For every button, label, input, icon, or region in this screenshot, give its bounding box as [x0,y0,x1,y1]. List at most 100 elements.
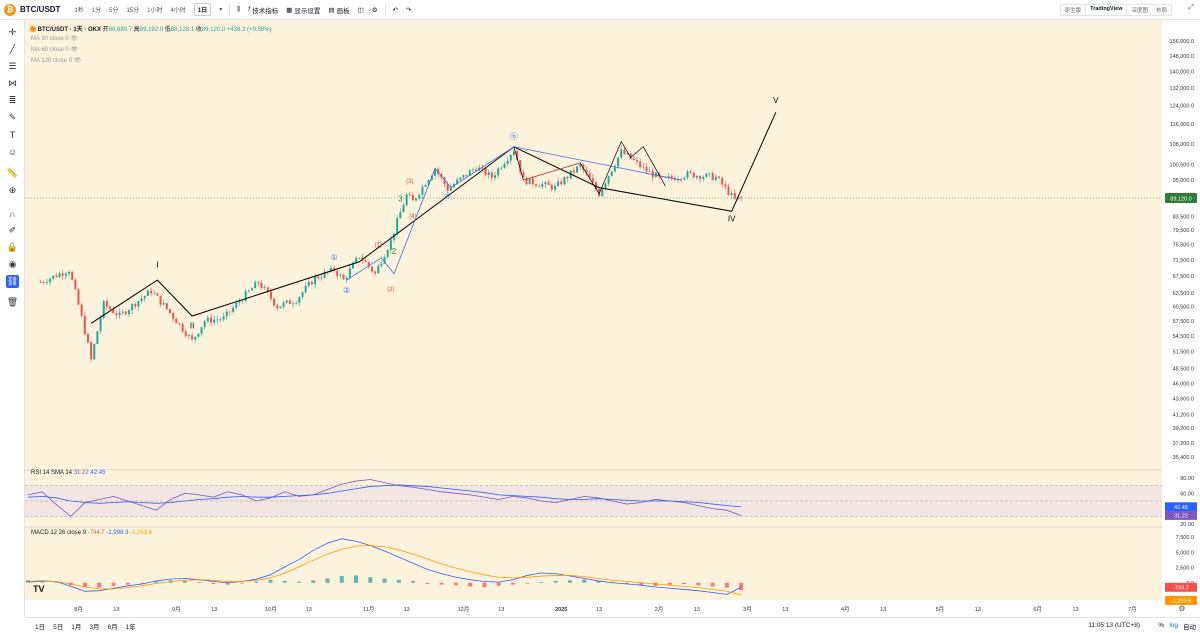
ruler-icon[interactable]: 📏 [6,168,19,178]
macd-histogram-bar [296,581,301,583]
text-icon[interactable]: T [9,129,16,140]
candle-body [733,193,736,199]
price-tick-label: 140,000.0 [1170,69,1194,75]
candle-body [301,292,304,298]
indicators-button[interactable]: 𝑓 技术指标 [248,5,278,15]
view-tab-0[interactable]: 原生版 [1064,8,1082,14]
screenshot-button[interactable]: ◫ [358,6,364,14]
undo-button[interactable]: ↶ [393,6,398,14]
candle-body [683,177,686,180]
price-tick-label: 51,500.0 [1173,350,1194,356]
range-2[interactable]: 1月 [71,623,82,631]
macd-line-value: -1,998.3 [106,530,129,536]
price-tick-label: 148,000.0 [1170,54,1194,60]
fullscreen-icon[interactable]: ⤢ [1188,4,1194,11]
pattern-icon[interactable]: ⋈ [8,78,17,88]
candle-body [377,265,380,274]
eye-icon[interactable]: 👁 [70,47,78,53]
price-tick-label: 71,500.0 [1173,258,1194,264]
horizontal-lines-icon[interactable]: ☰ [8,61,17,71]
candle-body [336,270,339,276]
lock-drawing-icon[interactable]: ✐ [8,225,17,235]
time-tick-label: 13 [498,607,504,613]
lock-icon[interactable]: 🔒 [6,242,19,252]
candle-body [623,149,626,155]
range-4[interactable]: 6月 [107,623,118,631]
fib-icon[interactable]: ≣ [8,95,17,105]
rsi-sma-value: 42.45 [90,470,106,476]
range-0[interactable]: 1日 [35,623,46,631]
timeframe-4[interactable]: 1小时 [147,8,163,14]
macd-histogram-bar [339,576,344,583]
candle-body [184,331,187,337]
time-axis-background [25,600,1162,617]
range-5[interactable]: 1年 [125,623,136,631]
wave-label: (4) [409,214,416,220]
view-tab-3[interactable]: 布局 [1155,8,1167,14]
candle-body [550,184,553,190]
macd-histogram-bar [97,582,102,588]
settings-button[interactable]: ⚙ [372,6,378,14]
red-subwave [523,162,581,181]
candle-body [695,175,698,178]
display-settings-button[interactable]: ▦ 显示设置 [286,5,320,15]
template-button[interactable]: ▤ 画板 [328,5,349,15]
price-tick-label: 124,000.0 [1170,103,1194,109]
eye-icon[interactable]: 👁 [70,36,78,42]
candle-body [168,309,171,313]
range-3[interactable]: 3月 [89,623,100,631]
candle-body [639,161,642,168]
candle-body [714,176,717,180]
timeframe-3[interactable]: 15分 [126,8,140,14]
candle-body [629,153,632,159]
view-tab-2[interactable]: 深度图 [1131,8,1148,14]
eye-icon[interactable]: 👁 [73,58,82,64]
view-tab-1[interactable]: TradingView [1085,5,1128,15]
eye-icon[interactable]: ◉ [8,259,17,269]
log-toggle[interactable]: log [1169,622,1178,629]
candle-body [257,282,260,283]
macd-histogram-bar [639,582,644,586]
candle-body [232,307,235,312]
crosshair-icon[interactable]: ✛ [8,27,17,37]
timeframe-2[interactable]: 5分 [109,8,119,14]
trendline-icon[interactable]: ╱ [9,44,16,54]
chevron-down-icon[interactable]: ▾ [219,7,223,13]
macd-line [27,538,742,595]
candle-body [348,268,351,278]
timeframe-0[interactable]: 1秒 [74,8,84,14]
auto-toggle[interactable]: 自动 [1183,623,1196,631]
candle-body [468,170,471,176]
candle-body [83,315,86,335]
candle-body [285,300,288,303]
candle-body [689,171,692,173]
symbol-name[interactable]: BTC/USDT [20,5,61,14]
price-tick-label: 100,500.0 [1170,162,1194,168]
percent-toggle[interactable]: % [1158,622,1164,629]
candle-body [699,175,702,180]
macd-tick-label: 7,500.0 [1176,535,1194,541]
candle-body [724,184,727,187]
range-1[interactable]: 5日 [53,623,64,631]
chart-type-button[interactable]: ⫼ [237,6,240,14]
redo-button[interactable]: ↷ [406,6,411,14]
brush-icon[interactable]: ✎ [8,112,17,122]
candle-body [102,301,105,318]
link-icon[interactable]: ⛓ [6,275,19,288]
candle-body [500,167,503,169]
camera-icon: ◫ [357,6,364,14]
chart-canvas[interactable]: 156,000.0 148,000.0 140,000.0 132,000.0 124,… [25,20,1200,617]
candle-body [197,333,200,337]
candle-body [194,336,197,340]
candle-body [465,174,468,176]
candle-body [471,169,474,171]
candle-body [238,301,241,303]
timeframe-1[interactable]: 1分 [91,8,102,14]
emoji-icon[interactable]: ☺ [7,146,18,157]
timeframe-6[interactable]: 1日 [193,3,212,16]
trash-icon[interactable]: 🗑 [6,297,19,307]
zoom-in-icon[interactable]: ⊕ [8,185,17,195]
time-tick-label: 2025 [555,607,567,613]
magnet-icon[interactable]: ∩ [9,208,16,219]
timeframe-5[interactable]: 4小时 [170,8,186,14]
